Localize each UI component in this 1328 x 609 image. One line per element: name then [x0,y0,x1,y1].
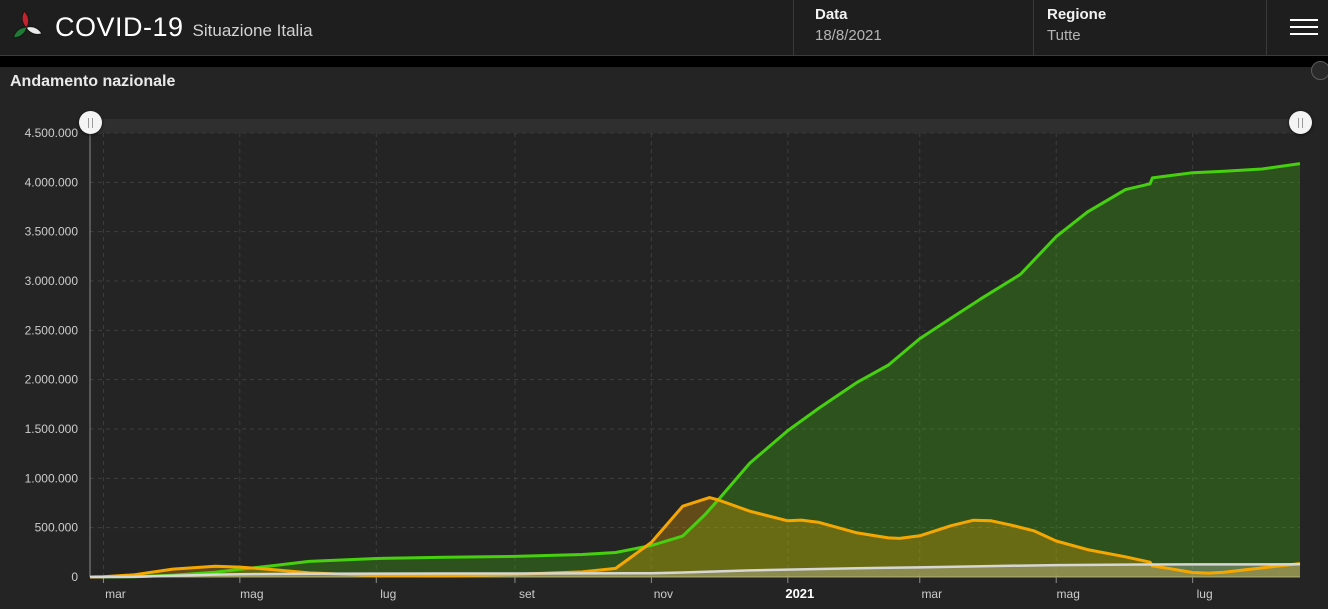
y-axis-label: 3.500.000 [25,225,79,239]
andamento-nazionale-panel: Andamento nazionale 0 500.000 1.000.000 1.5… [0,61,1328,609]
header-divider [1033,0,1034,55]
date-value: 18/8/2021 [815,27,882,44]
y-axis-label: 1.500.000 [25,422,79,436]
app-header: COVID-19 Situazione Italia Data 18/8/202… [0,0,1328,56]
brand: COVID-19 Situazione Italia [8,9,313,46]
date-selector[interactable]: Data 18/8/2021 [815,6,1045,50]
drag-handle-icon [1298,117,1303,128]
date-label: Data [815,6,848,23]
y-axis-label: 1.000.000 [25,471,79,485]
x-axis-label: lug [380,587,396,601]
y-axis-label: 500.000 [35,521,79,535]
header-divider [793,0,794,55]
drag-handle-icon [88,117,93,128]
x-axis-label: mar [921,587,942,601]
x-axis-label: mar [105,587,126,601]
y-axis-label: 4.000.000 [25,175,79,189]
y-axis-label: 4.500.000 [25,126,79,140]
y-axis-label: 2.500.000 [25,323,79,337]
andamento-nazionale-chart[interactable]: 0 500.000 1.000.000 1.500.000 2.000.000 2.500… [0,67,1328,609]
green-series-area [90,163,1300,577]
range-slider-track[interactable] [90,119,1300,133]
header-divider [1266,0,1267,55]
gray-series-line [90,563,1301,579]
protezione-civile-logo [12,10,43,39]
circle-button-icon[interactable] [1311,61,1328,80]
x-axis-label: nov [654,587,673,601]
panel-title: Andamento nazionale [10,73,176,90]
x-axis-label: mag [240,587,263,601]
orange-series-area [90,497,1300,577]
green-series-line [89,162,1301,579]
x-axis-label: 2021 [785,586,814,601]
app-title: COVID-19 [55,12,184,42]
x-axis-label: mag [1057,587,1080,601]
hamburger-menu-icon[interactable] [1290,12,1320,42]
region-selector[interactable]: Regione Tutte [1047,6,1277,50]
y-axis-label: 2.000.000 [25,373,79,387]
x-axis-label: set [519,587,536,601]
range-slider-left-handle[interactable] [79,111,102,134]
x-axis-label: lug [1197,587,1213,601]
y-axis-label: 0 [71,570,78,584]
y-axis-label: 3.000.000 [25,274,79,288]
region-value: Tutte [1047,27,1081,44]
range-slider-right-handle[interactable] [1289,111,1312,134]
region-label: Regione [1047,6,1107,23]
app-subtitle: Situazione Italia [192,20,313,40]
